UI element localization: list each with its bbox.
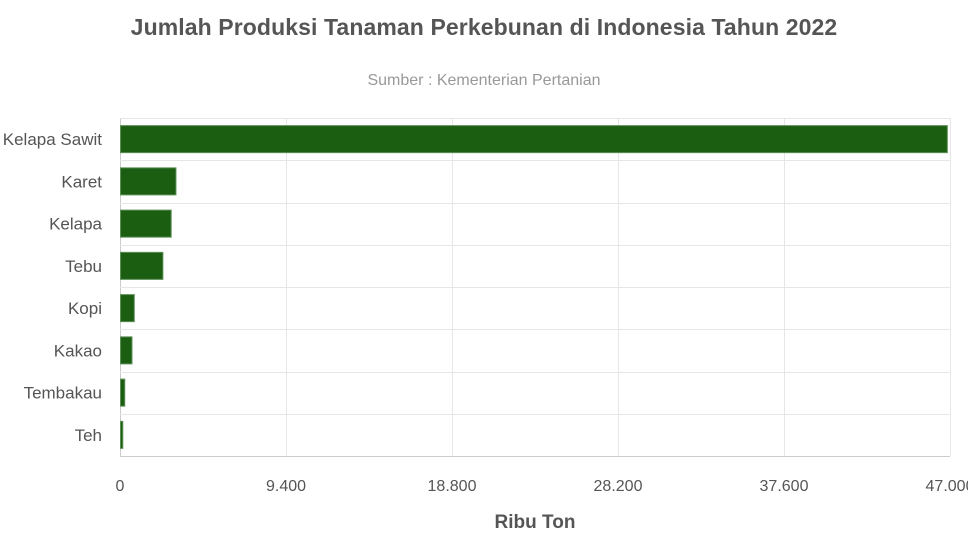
x-tick-label: 18.800: [428, 478, 477, 495]
bar[interactable]: [120, 378, 126, 407]
x-tick-labels: 0 9.400 18.800 28.200 37.600 47.000: [116, 478, 968, 495]
x-tick-label: 9.400: [266, 478, 306, 495]
category-label: Kelapa Sawit: [3, 130, 103, 149]
bar[interactable]: [120, 294, 135, 323]
chart-title: Jumlah Produksi Tanaman Perkebunan di In…: [130, 14, 838, 40]
x-tick-label: 37.600: [760, 478, 809, 495]
category-label: Karet: [61, 172, 102, 191]
bar[interactable]: [120, 167, 177, 196]
bar[interactable]: [120, 251, 164, 280]
grid-lines: [120, 118, 951, 457]
x-tick-label: 28.200: [594, 478, 643, 495]
x-axis-title: Ribu Ton: [495, 512, 576, 533]
bar[interactable]: [120, 209, 172, 238]
category-label: Tebu: [65, 257, 102, 276]
bars: [120, 125, 948, 449]
category-label: Teh: [75, 426, 102, 445]
category-labels: Kelapa Sawit Karet Kelapa Tebu Kopi Kakao Temb…: [3, 130, 103, 445]
category-label: Kakao: [54, 341, 102, 360]
category-label: Kopi: [68, 299, 102, 318]
bar[interactable]: [120, 420, 124, 449]
x-tick-label: 0: [116, 478, 125, 495]
bar[interactable]: [120, 336, 133, 365]
x-tick-label: 47.000: [926, 478, 968, 495]
category-label: Tembakau: [24, 384, 102, 403]
bar[interactable]: [120, 125, 948, 154]
category-label: Kelapa: [49, 215, 102, 234]
chart-subtitle: Sumber : Kementerian Pertanian: [367, 72, 601, 89]
